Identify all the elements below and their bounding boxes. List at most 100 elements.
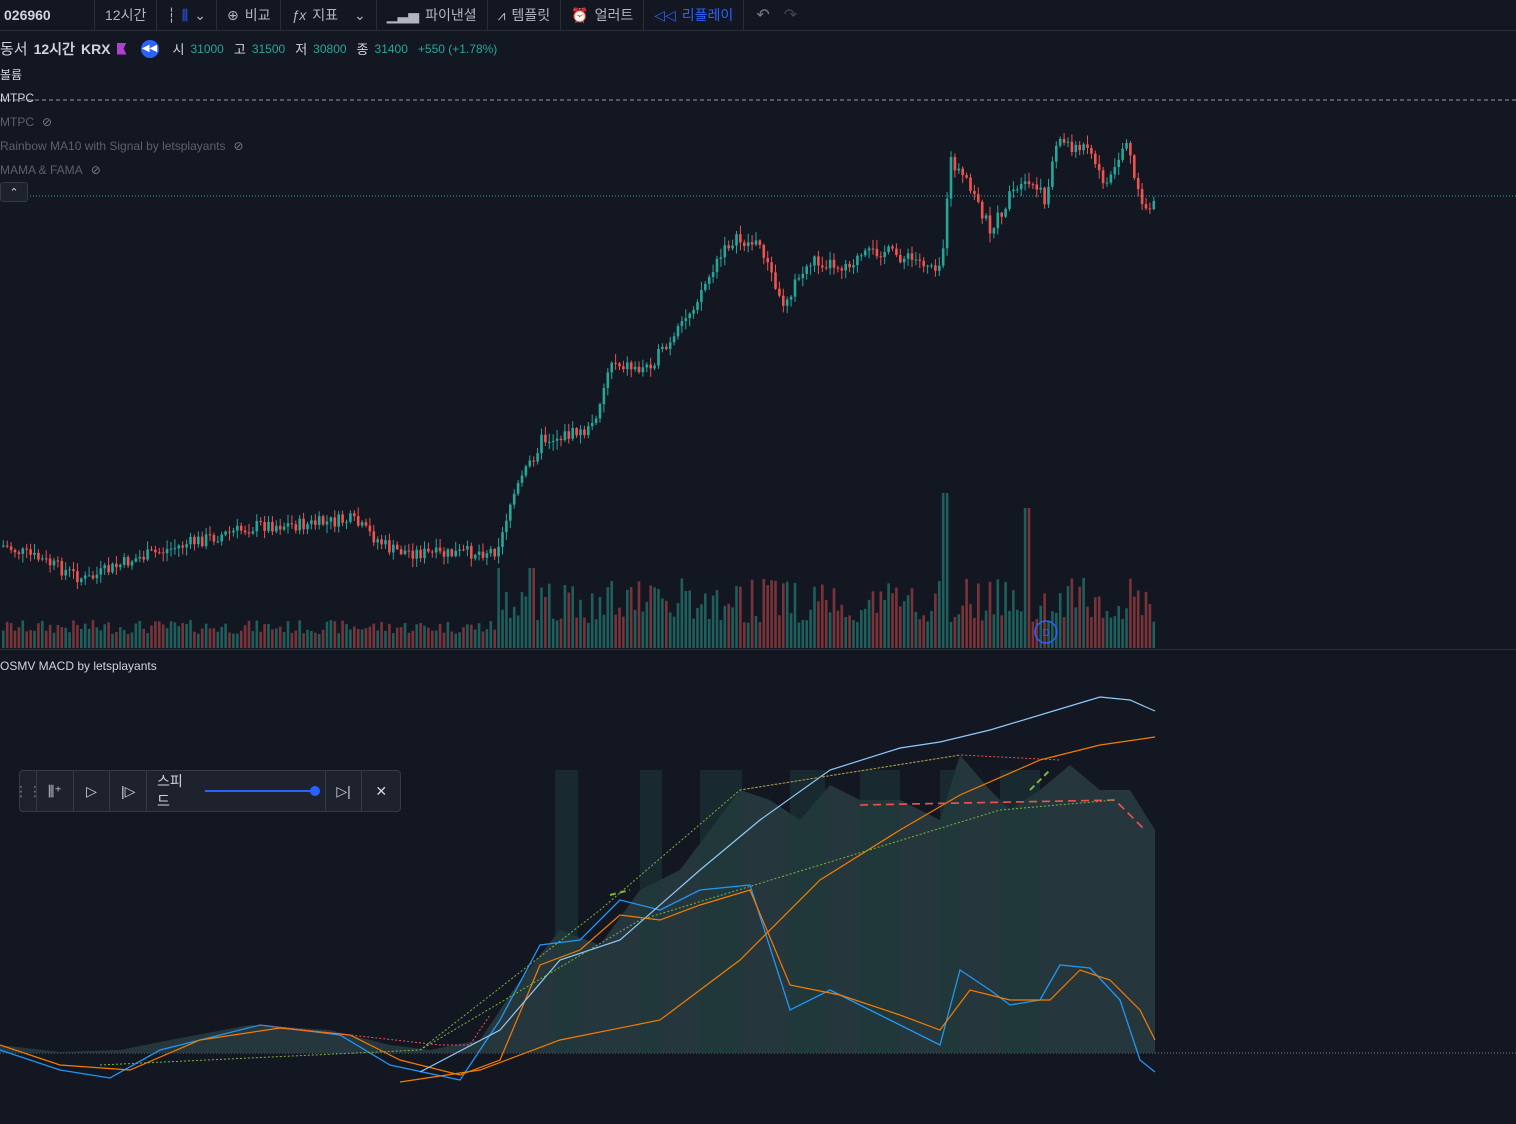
replay-button[interactable]: ◁◁ 리플레이 xyxy=(644,0,745,30)
speed-slider[interactable] xyxy=(205,786,320,796)
candle-body xyxy=(758,240,762,245)
candle-body xyxy=(941,248,945,266)
candle-body xyxy=(407,550,411,552)
candle-body xyxy=(606,372,610,388)
volume-bar xyxy=(938,580,941,648)
candle-body xyxy=(528,460,532,467)
volume-bar xyxy=(185,623,188,648)
candle-body xyxy=(587,426,590,436)
candle-body xyxy=(290,523,294,525)
indicator-mama-fama[interactable]: MAMA & FAMA ⊘ xyxy=(0,158,244,182)
volume-bar xyxy=(840,604,844,648)
symbol-search[interactable]: 026960 xyxy=(0,0,95,30)
volume-bar xyxy=(559,618,563,648)
speed-control[interactable]: 스피드 xyxy=(147,771,326,811)
candle-body xyxy=(72,569,75,572)
play-button[interactable]: ▷ xyxy=(74,771,111,811)
volume-bar xyxy=(505,592,508,648)
alerts-button[interactable]: ⏰ 얼러트 xyxy=(561,0,645,30)
eye-off-icon[interactable]: ⊘ xyxy=(42,115,53,129)
replay-rewind-icon[interactable]: ◀◀ xyxy=(140,39,159,58)
candle-body xyxy=(891,246,894,249)
candle-body xyxy=(540,434,543,454)
volume-bar xyxy=(1101,617,1105,648)
speed-slider-knob[interactable] xyxy=(309,786,320,796)
chevron-down-icon: ⌄ xyxy=(194,6,206,23)
indicator-mtpc-hidden[interactable]: MTPC ⊘ xyxy=(0,110,244,134)
volume-bar xyxy=(934,593,937,648)
volume-bar xyxy=(72,620,75,648)
candle-body xyxy=(76,571,79,583)
eye-off-icon[interactable]: ⊘ xyxy=(90,163,101,177)
volume-bar xyxy=(551,618,555,648)
volume-bar xyxy=(154,621,157,648)
dividend-marker-icon[interactable] xyxy=(1034,620,1058,644)
volume-bar xyxy=(1039,605,1042,648)
candle-body xyxy=(392,544,395,553)
candle-body xyxy=(68,569,71,571)
candle-body xyxy=(984,215,988,219)
compare-button[interactable]: ⊕ 비교 xyxy=(217,0,282,30)
candle-body xyxy=(368,525,372,532)
volume-bar xyxy=(672,616,676,648)
indicators-button[interactable]: ƒx 지표 ⌄ xyxy=(281,0,377,30)
flag-icon[interactable] xyxy=(116,42,127,55)
candle-body xyxy=(130,561,134,566)
volume-bar xyxy=(801,619,805,648)
indicators-label: 지표 xyxy=(312,7,339,23)
volume-bar xyxy=(1113,616,1117,648)
step-forward-icon: |▷ xyxy=(120,782,136,799)
volume-bar xyxy=(294,630,298,648)
collapse-legend-button[interactable]: ⌃ xyxy=(0,182,28,202)
pane-separator[interactable] xyxy=(0,649,1516,650)
candle-body xyxy=(87,575,91,577)
financials-button[interactable]: ▁▃▅ 파이낸셜 xyxy=(377,0,488,30)
candle-body xyxy=(236,525,239,531)
volume-bar xyxy=(743,622,746,648)
candle-body xyxy=(844,263,847,271)
volume-bar xyxy=(341,620,344,648)
volume-bar xyxy=(899,606,902,648)
volume-bar xyxy=(957,614,961,648)
candle-body xyxy=(793,279,797,297)
candle-body xyxy=(645,364,649,368)
fx-icon: ƒx xyxy=(291,7,307,23)
indicator-volume[interactable]: 볼륨 xyxy=(0,62,244,86)
jump-end-icon: ▷| xyxy=(336,782,351,799)
candle-body xyxy=(555,438,559,441)
interval-selector[interactable]: 12시간 xyxy=(95,0,158,30)
candle-body xyxy=(1082,144,1085,151)
drag-handle-icon[interactable]: ⋮⋮ xyxy=(14,771,42,811)
candle-body xyxy=(95,574,99,579)
volume-bar xyxy=(13,630,17,648)
volume-bar xyxy=(473,629,477,648)
volume-bar xyxy=(1016,609,1019,648)
redo-icon[interactable]: ↷ xyxy=(783,7,798,24)
bar-style-button[interactable]: ┆ ⫼ ⌄ xyxy=(157,0,217,30)
candle-body xyxy=(1016,189,1019,191)
eye-off-icon[interactable]: ⊘ xyxy=(233,139,244,153)
candle-body xyxy=(337,514,340,527)
templates-button[interactable]: ⩘ 템플릿 xyxy=(488,0,562,30)
candle-body xyxy=(310,520,313,524)
volume-bar xyxy=(1082,578,1085,648)
step-forward-button[interactable]: |▷ xyxy=(110,771,148,811)
volume-bar xyxy=(493,629,496,648)
volume-bar xyxy=(879,591,883,648)
candle-body xyxy=(165,549,169,554)
undo-icon[interactable]: ↶ xyxy=(756,7,770,24)
volume-bar xyxy=(150,625,153,648)
select-bar-button[interactable]: ⫼⁺ xyxy=(37,771,74,811)
candle-body xyxy=(852,265,855,268)
volume-bar xyxy=(540,587,543,648)
jump-to-realtime-button[interactable]: ▷| xyxy=(326,771,363,811)
volume-bar xyxy=(704,593,707,648)
close-replay-button[interactable]: ✕ xyxy=(362,771,400,811)
indicator-rainbow-ma[interactable]: Rainbow MA10 with Signal by letsplayants… xyxy=(0,134,244,158)
volume-bar xyxy=(259,631,262,648)
candle-body xyxy=(1051,161,1054,187)
candle-body xyxy=(399,549,403,555)
candle-body xyxy=(431,551,434,553)
indicator-mtpc[interactable]: MTPC xyxy=(0,86,244,110)
